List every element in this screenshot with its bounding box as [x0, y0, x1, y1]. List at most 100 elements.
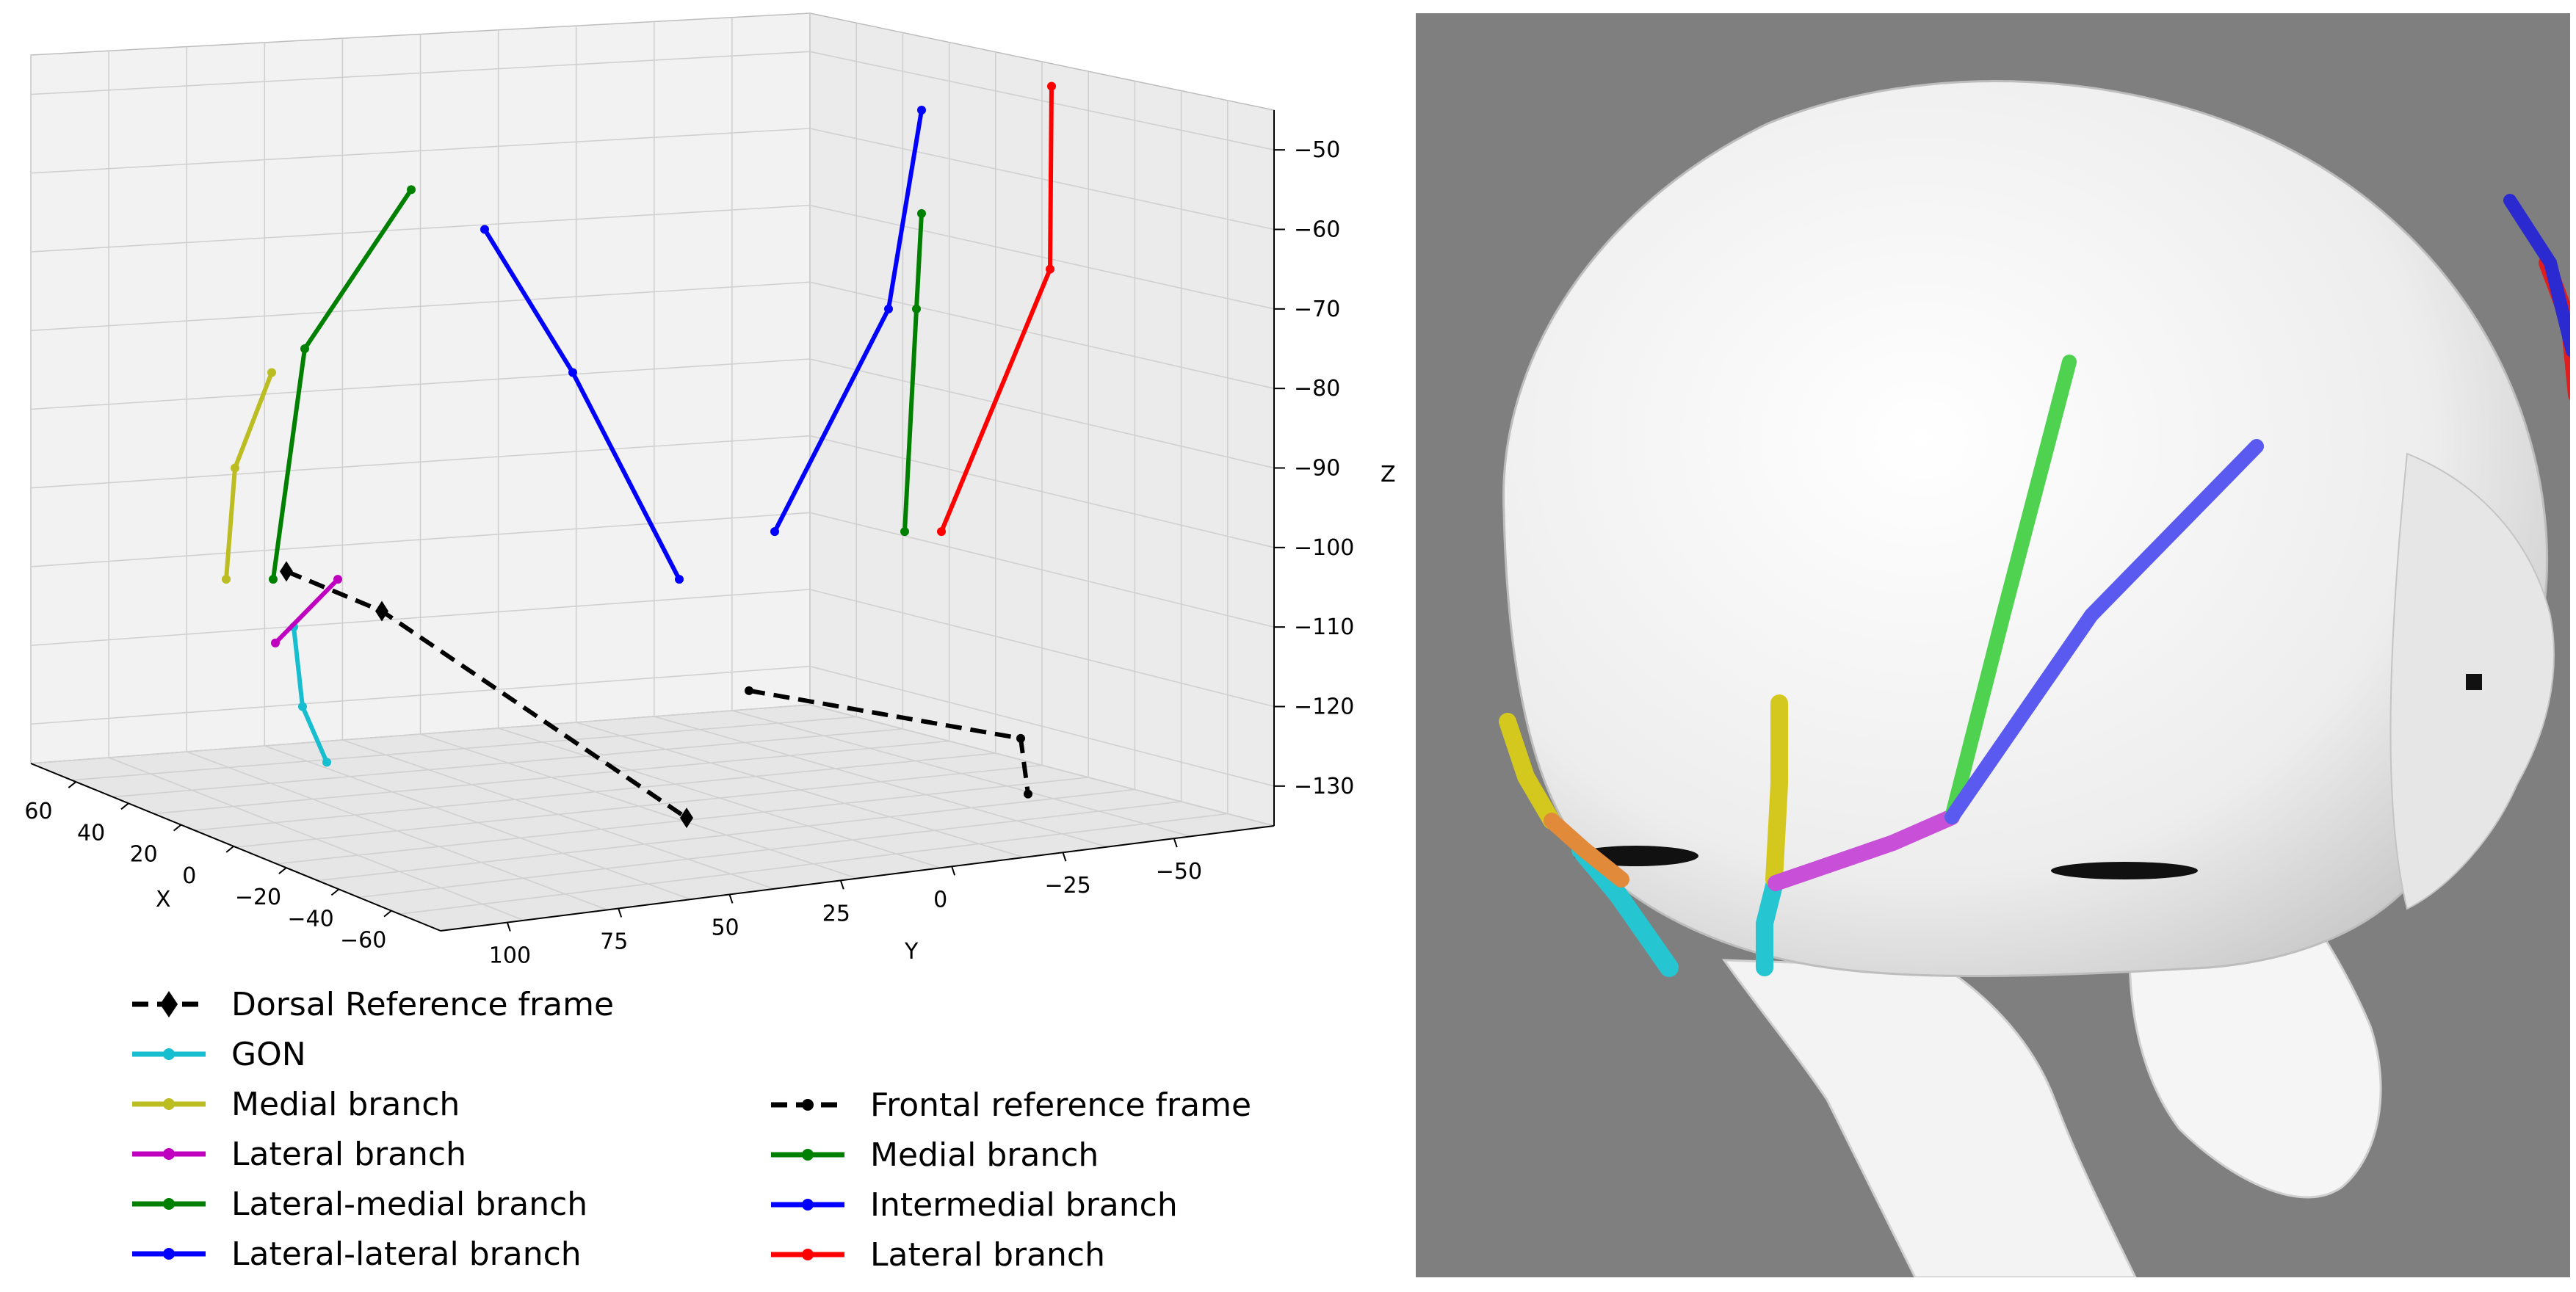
series-5 — [480, 225, 684, 584]
legend-entry: Lateral-medial branch — [132, 1186, 587, 1223]
series-marker — [322, 758, 331, 767]
series-6 — [745, 686, 1032, 799]
x-tick-label: 60 — [24, 799, 52, 824]
nerve-render-layer — [1499, 194, 2570, 977]
legend-entry: Lateral-lateral branch — [132, 1235, 582, 1273]
y-tick-mark — [951, 865, 956, 876]
x-tick-mark — [383, 910, 392, 918]
cervical-spine — [1722, 959, 2137, 1277]
grid-line — [30, 512, 811, 567]
y-axis-line — [440, 825, 1275, 932]
grid-line — [498, 727, 941, 868]
x-axis-line — [30, 763, 441, 932]
y-tick-label: −25 — [1044, 873, 1090, 899]
legend-label: Intermedial branch — [870, 1186, 1178, 1224]
series-marker — [568, 368, 577, 377]
x-tick-label: −40 — [287, 906, 333, 932]
x-tick-label: −60 — [340, 928, 386, 954]
z-tick-label: −90 — [1294, 456, 1340, 482]
render-medial-right — [1765, 694, 1788, 888]
series-marker — [680, 808, 693, 829]
z-tick-label: −130 — [1294, 774, 1354, 799]
y-tick-label: 25 — [822, 901, 850, 926]
series-marker — [917, 208, 926, 218]
grid-line — [576, 722, 1024, 858]
series-marker — [1046, 264, 1054, 274]
legend-label: Lateral-lateral branch — [231, 1235, 582, 1273]
series-marker — [298, 702, 307, 711]
render-lateral-lateral — [1944, 439, 2264, 824]
legend-label: Dorsal Reference frame — [231, 986, 614, 1023]
grid-line — [30, 281, 811, 332]
x-tick-label: 20 — [130, 842, 158, 868]
z-tick-label: −110 — [1294, 614, 1354, 640]
grid-line — [30, 128, 811, 174]
series-7 — [900, 208, 926, 537]
z-tick-label: −80 — [1294, 376, 1340, 402]
legend-swatch-marker — [163, 1248, 175, 1260]
z-tick-label: −50 — [1294, 137, 1340, 163]
render-gon-right — [1756, 871, 1784, 976]
render-medial-left — [1499, 713, 1560, 830]
legend-swatch-marker — [802, 1149, 814, 1161]
grid-line — [809, 204, 1275, 310]
grid-line — [30, 589, 811, 646]
series-4 — [269, 185, 416, 584]
skull-render-panel — [1416, 13, 2570, 1277]
series-marker — [745, 686, 753, 695]
series-8 — [770, 106, 926, 537]
series-marker — [480, 225, 489, 234]
grid-line — [358, 801, 1182, 899]
series-marker — [675, 575, 684, 584]
series-marker — [770, 527, 779, 537]
series-marker — [917, 106, 926, 115]
grid-line — [30, 204, 811, 253]
x-tick-mark — [278, 867, 287, 874]
series-marker — [271, 638, 280, 647]
x-tick-label: 40 — [77, 820, 105, 846]
z-axis-ticks: −50 −60 −70 −80 −90 −100 −110 −120 −130 — [1274, 137, 1354, 799]
grid-line — [809, 281, 1275, 389]
frontal-reference-marker — [2051, 862, 2198, 879]
x-tick-label: −20 — [235, 885, 281, 910]
y-tick-label: 0 — [933, 887, 947, 912]
y-axis-label: Y — [904, 939, 919, 965]
legend-entry: Medial branch — [771, 1136, 1099, 1174]
x-tick-mark — [225, 846, 234, 853]
legend-swatch-marker — [163, 1198, 175, 1210]
legend-label: Frontal reference frame — [870, 1086, 1251, 1124]
legend-entry: Lateral branch — [132, 1136, 466, 1173]
series-marker — [231, 463, 239, 473]
grid-line — [317, 788, 1135, 882]
series-9 — [937, 81, 1056, 537]
y-tick-mark — [839, 880, 844, 890]
y-tick-label: 75 — [600, 929, 628, 954]
series-2 — [222, 368, 276, 584]
z-tick-label: −60 — [1294, 217, 1340, 243]
y-axis-ticks: 100 75 50 25 0 −25 −50 — [489, 838, 1202, 969]
grid-line — [809, 512, 1275, 628]
grid-line — [30, 51, 811, 95]
series-marker — [375, 600, 388, 622]
legend-entry: Frontal reference frame — [771, 1086, 1251, 1124]
plot-3d-chart: −50 −60 −70 −80 −90 −100 −110 −120 −130 60 40 20 0 −… — [24, 12, 1396, 1274]
grid-line — [30, 358, 811, 410]
legend-label: Lateral branch — [231, 1136, 466, 1173]
grid-line — [420, 733, 858, 879]
y-tick-mark — [1173, 838, 1178, 848]
legend-swatch-marker — [163, 1098, 175, 1110]
legend-swatch-marker — [163, 1148, 175, 1160]
legend-entry: Dorsal Reference frame — [132, 986, 614, 1023]
legend-swatch-marker — [163, 1048, 175, 1060]
z-axis-label: Z — [1381, 462, 1396, 487]
series-layer — [222, 81, 1056, 829]
grid-line — [30, 665, 811, 725]
legend-swatch-marker — [802, 1199, 814, 1211]
grid-line — [654, 716, 1108, 848]
legend-entry: Medial branch — [132, 1086, 460, 1123]
legend: Dorsal Reference frame GON Medial branch La… — [132, 986, 1251, 1274]
grid-line — [809, 358, 1275, 469]
x-tick-mark — [68, 781, 77, 788]
legend-label: Lateral-medial branch — [231, 1186, 587, 1223]
y-tick-mark — [1062, 852, 1067, 862]
